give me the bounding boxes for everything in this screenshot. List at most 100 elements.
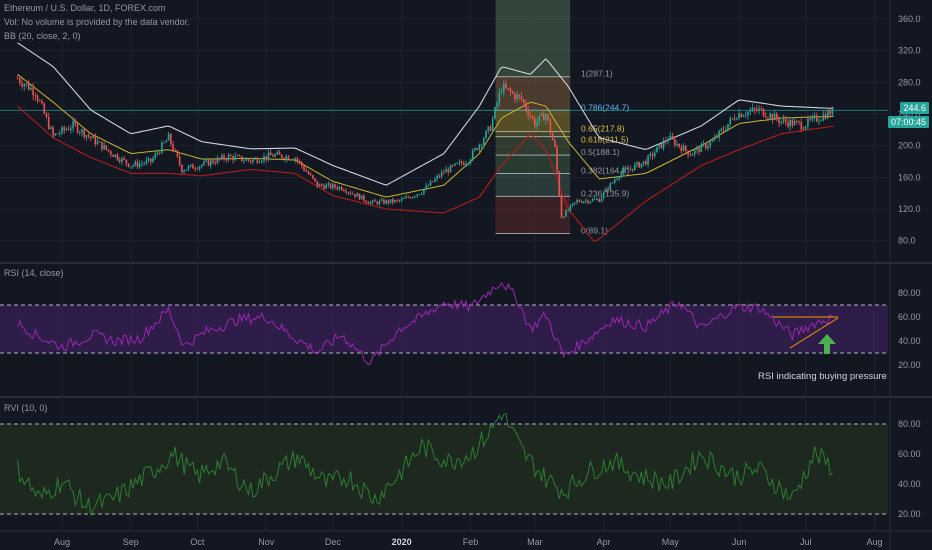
- candle-body: [65, 129, 68, 131]
- candle-body: [423, 189, 425, 194]
- candle-body: [387, 200, 390, 203]
- candle-body: [154, 153, 157, 159]
- fib-level-label: 0.5(188.1): [581, 147, 620, 157]
- candle-body: [56, 133, 59, 135]
- candle-body: [369, 202, 372, 204]
- fib-zone: [495, 131, 571, 137]
- rvi-axis-tick-label: 60.00: [898, 449, 921, 459]
- candle-body: [627, 168, 629, 170]
- candle-body: [585, 200, 587, 202]
- candle-body: [538, 115, 541, 122]
- candle-body: [687, 150, 689, 156]
- candle-body: [403, 198, 405, 200]
- candle-body: [778, 119, 780, 123]
- time-axis-tick-label: Nov: [258, 537, 275, 547]
- candle-body: [594, 199, 596, 200]
- candle-body: [589, 201, 592, 203]
- bb-lower-band: [17, 105, 834, 242]
- candle-body: [816, 115, 818, 122]
- candle-body: [349, 192, 352, 194]
- candle-body: [238, 155, 241, 157]
- candle-body: [285, 156, 288, 160]
- candle-body: [758, 108, 760, 111]
- candle-body: [718, 130, 720, 138]
- candle-body: [744, 115, 747, 117]
- candle-body: [818, 120, 820, 122]
- candle-body: [63, 127, 66, 131]
- candle-body: [269, 152, 272, 156]
- candle-body: [804, 126, 807, 130]
- candle-body: [343, 190, 345, 192]
- candle-body: [112, 154, 114, 157]
- candle-body: [152, 158, 154, 162]
- candle-body: [327, 183, 330, 185]
- candle-body: [711, 140, 714, 142]
- candle-body: [487, 126, 490, 131]
- candle-body: [420, 193, 423, 195]
- candle-body: [571, 203, 574, 206]
- candle-body: [747, 111, 749, 116]
- time-axis-tick-label: Sep: [123, 537, 139, 547]
- candle-body: [582, 201, 585, 203]
- candle-body: [354, 193, 356, 197]
- time-axis-tick-label: Oct: [190, 537, 205, 547]
- candle-body: [767, 117, 769, 119]
- candle-body: [698, 147, 700, 152]
- last-price-tag: 244.6: [900, 102, 929, 114]
- candle-body: [72, 120, 74, 129]
- candle-body: [292, 159, 294, 161]
- candle-body: [633, 164, 636, 171]
- candle-body: [256, 158, 259, 163]
- candle-body: [189, 164, 192, 167]
- candle-body: [500, 91, 503, 93]
- candle-body: [32, 87, 34, 95]
- candle-body: [198, 166, 201, 169]
- candle-body: [418, 194, 421, 196]
- candle-body: [502, 83, 505, 92]
- candle-body: [336, 187, 339, 190]
- candle-body: [760, 108, 763, 109]
- candle-body: [784, 119, 787, 123]
- candle-body: [733, 118, 736, 120]
- candle-body: [85, 135, 88, 138]
- candle-body: [676, 143, 678, 146]
- candle-body: [793, 121, 796, 126]
- candle-body: [283, 158, 285, 160]
- candle-body: [491, 118, 494, 132]
- candle-body: [332, 184, 334, 189]
- candle-body: [320, 184, 323, 186]
- fib-level-label: 1(287.1): [581, 69, 613, 79]
- rsi-band-fill: [0, 305, 888, 353]
- candle-body: [647, 155, 649, 165]
- candle-body: [536, 121, 538, 127]
- candle-body: [798, 121, 800, 123]
- candle-body: [507, 88, 510, 89]
- candle-body: [780, 121, 783, 123]
- candle-body: [498, 92, 501, 104]
- candle-body: [334, 184, 336, 188]
- candle-body: [118, 159, 121, 162]
- candle-body: [749, 110, 751, 112]
- candle-body: [174, 150, 177, 152]
- fib-extension-zone: [495, 0, 571, 77]
- candle-body: [665, 140, 667, 142]
- candle-body: [636, 162, 638, 165]
- candle-body: [660, 143, 663, 149]
- candle-body: [185, 169, 188, 171]
- candle-body: [740, 113, 743, 117]
- candle-body: [267, 152, 270, 160]
- candle-body: [729, 118, 732, 125]
- candle-body: [478, 144, 481, 150]
- candle-body: [312, 175, 314, 179]
- candle-body: [505, 83, 507, 89]
- fib-zone: [495, 196, 571, 234]
- candle-body: [178, 156, 181, 165]
- rsi-axis-tick-label: 40.00: [898, 336, 921, 346]
- candle-body: [367, 202, 370, 204]
- candle-body: [90, 136, 92, 139]
- rvi-legend: RVI (10, 0): [4, 403, 48, 413]
- candle-body: [316, 180, 319, 187]
- candle-body: [434, 178, 436, 182]
- candle-body: [278, 152, 281, 155]
